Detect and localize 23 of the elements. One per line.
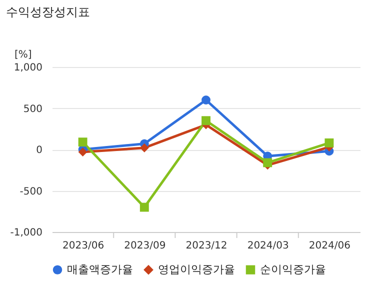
y-tick-label: 500 bbox=[23, 104, 42, 115]
x-tick-label: 2023/06 bbox=[62, 240, 104, 252]
y-tick-label: 0 bbox=[36, 145, 42, 156]
point bbox=[324, 138, 334, 148]
point bbox=[202, 96, 210, 104]
x-tick-label: 2023/12 bbox=[186, 240, 228, 252]
point bbox=[78, 148, 88, 156]
y-tick-label: -1,000 bbox=[10, 228, 42, 238]
legend-label: 순이익증가율 bbox=[260, 262, 326, 276]
y-tick-label: -500 bbox=[20, 186, 42, 198]
x-tick-label: 2024/06 bbox=[308, 240, 350, 252]
point bbox=[263, 158, 272, 168]
y-tick-label: 1,000 bbox=[14, 62, 42, 74]
point bbox=[78, 138, 88, 147]
x-tick-label: 2023/09 bbox=[124, 240, 166, 252]
x-tick-label: 2024/03 bbox=[247, 240, 289, 252]
point bbox=[202, 116, 210, 126]
point bbox=[140, 202, 149, 212]
y-axis-title: [%] bbox=[14, 50, 32, 60]
chart-title: 수익성장성지표 bbox=[6, 5, 90, 19]
point bbox=[140, 143, 149, 152]
legend-label: 영업이익증가율 bbox=[158, 262, 235, 276]
legend-label: 매출액증가율 bbox=[67, 262, 133, 276]
